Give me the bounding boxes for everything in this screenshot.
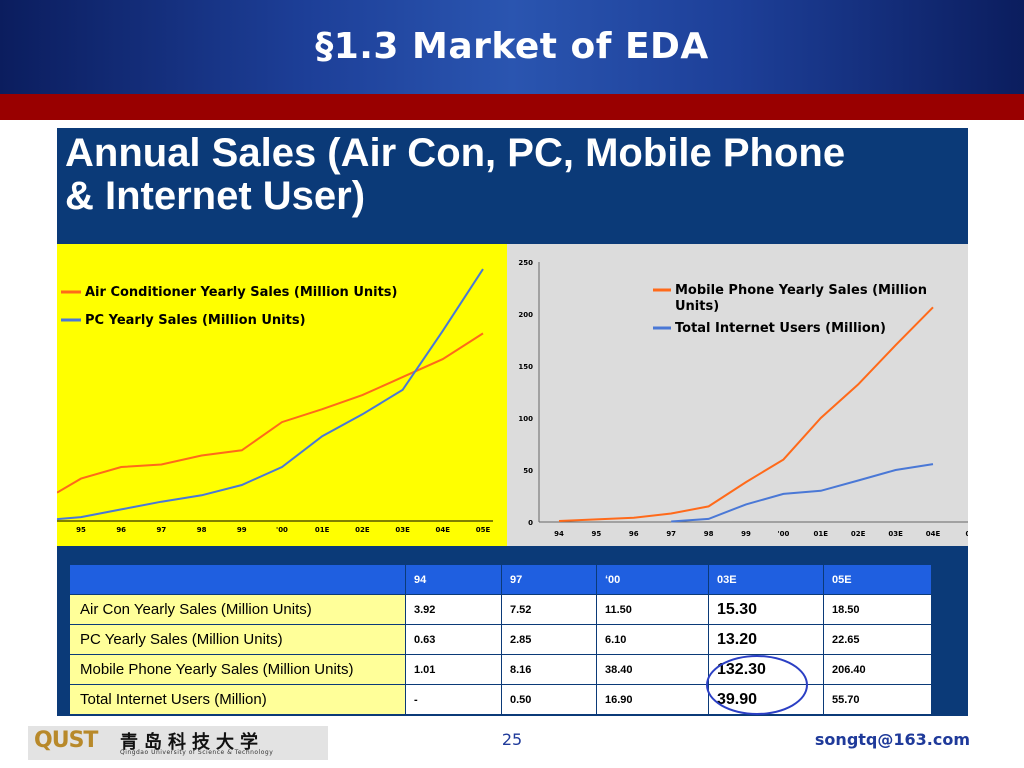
logo-chinese-name: 青岛科技大学	[120, 732, 264, 753]
legend-label: PC Yearly Sales (Million Units)	[85, 313, 306, 328]
table-cell: 206.40	[823, 654, 932, 685]
table-header-cell: 05E	[823, 564, 932, 595]
table-cell: 8.16	[501, 654, 597, 685]
x-tick-label: 02E	[851, 530, 866, 538]
x-tick-label: 99	[237, 526, 247, 534]
sales-table: 94 97 ‘00 03E 05E Air Con Yearly Sales (…	[69, 564, 932, 715]
table-cell: 3.92	[405, 594, 502, 625]
x-tick-label: 05	[966, 530, 968, 538]
x-tick-label: '00	[777, 530, 789, 538]
x-tick-label: 04E	[436, 526, 451, 534]
table-cell: 7.52	[501, 594, 597, 625]
table-cell: 11.50	[596, 594, 709, 625]
slide-title: §1.3 Market of EDA	[315, 26, 709, 67]
chart-aircon-pc: 95 96 97 98 99 '00 01E 02E 03E 04E 05E Air Conditio…	[57, 244, 507, 546]
x-tick-label: '00	[276, 526, 288, 534]
series-line	[57, 268, 484, 521]
x-tick-label: 03E	[888, 530, 903, 538]
x-tick-label: 05E	[476, 526, 491, 534]
series-line	[671, 463, 934, 523]
y-tick-label: 250	[518, 259, 533, 267]
panel-title-line1: Annual Sales (Air Con, PC, Mobile Phone	[65, 131, 846, 175]
y-tick-label: 100	[518, 415, 533, 423]
y-tick-label: 50	[523, 467, 533, 475]
legend-label: Total Internet Users (Million)	[675, 321, 886, 336]
table-header-cell: 94	[405, 564, 502, 595]
header-bar: §1.3 Market of EDA	[0, 0, 1024, 94]
x-tick-label: 96	[629, 530, 639, 538]
table-cell: 15.30	[708, 594, 824, 625]
x-tick-label: 94	[554, 530, 564, 538]
x-tick-label: 01E	[315, 526, 330, 534]
table-header-cell: 03E	[708, 564, 824, 595]
table-row: PC Yearly Sales (Million Units) 0.63 2.8…	[69, 624, 932, 655]
accent-band	[0, 94, 1024, 120]
x-tick-label: 03E	[395, 526, 410, 534]
row-label: Air Con Yearly Sales (Million Units)	[69, 594, 406, 625]
x-tick-label: 96	[116, 526, 126, 534]
table-cell: 0.50	[501, 684, 597, 715]
y-tick-label: 200	[518, 311, 533, 319]
table-header-cell: ‘00	[596, 564, 709, 595]
logo-mark: QUST	[34, 728, 98, 753]
table-header-row: 94 97 ‘00 03E 05E	[69, 564, 932, 595]
panel-title-line2: & Internet User)	[65, 174, 366, 218]
table-cell: 16.90	[596, 684, 709, 715]
x-tick-label: 97	[666, 530, 676, 538]
row-label: PC Yearly Sales (Million Units)	[69, 624, 406, 655]
table-corner-cell	[69, 564, 406, 595]
table-cell: -	[405, 684, 502, 715]
legend-label: Units)	[675, 299, 719, 314]
logo-english-name: Qingdao University of Science & Technolo…	[120, 749, 274, 756]
x-tick-label: 97	[157, 526, 167, 534]
x-tick-label: 02E	[355, 526, 370, 534]
table-cell: 22.65	[823, 624, 932, 655]
legend-label: Air Conditioner Yearly Sales (Million Un…	[85, 285, 397, 300]
x-tick-label: 98	[197, 526, 207, 534]
x-tick-label: 98	[704, 530, 714, 538]
y-tick-label: 0	[528, 519, 533, 527]
x-tick-label: 95	[76, 526, 86, 534]
table-row: Air Con Yearly Sales (Million Units) 3.9…	[69, 594, 932, 625]
page-number: 25	[501, 730, 523, 749]
table-cell: 38.40	[596, 654, 709, 685]
highlight-circle	[706, 655, 808, 715]
row-label: Total Internet Users (Million)	[69, 684, 406, 715]
series-line	[558, 306, 934, 522]
row-label: Mobile Phone Yearly Sales (Million Units…	[69, 654, 406, 685]
panel-title: Annual Sales (Air Con, PC, Mobile Phone …	[65, 132, 968, 218]
chart-background	[507, 244, 968, 546]
legend-label: Mobile Phone Yearly Sales (Million	[675, 283, 927, 298]
content-panel: Annual Sales (Air Con, PC, Mobile Phone …	[57, 128, 968, 716]
y-tick-label: 150	[518, 363, 533, 371]
x-tick-label: 01E	[814, 530, 829, 538]
table-cell: 13.20	[708, 624, 824, 655]
chart-background	[57, 244, 507, 546]
table-cell: 0.63	[405, 624, 502, 655]
table-row: Total Internet Users (Million) - 0.50 16…	[69, 684, 932, 715]
x-tick-label: 04E	[926, 530, 941, 538]
footer-email: songtq@163.com	[814, 730, 970, 749]
x-tick-label: 99	[741, 530, 751, 538]
series-line	[57, 332, 484, 494]
table-cell: 18.50	[823, 594, 932, 625]
x-tick-label: 95	[592, 530, 602, 538]
university-logo: QUST 青岛科技大学 Qingdao University of Scienc…	[28, 726, 328, 760]
table-cell: 2.85	[501, 624, 597, 655]
table-cell: 1.01	[405, 654, 502, 685]
table-header-cell: 97	[501, 564, 597, 595]
table-cell: 6.10	[596, 624, 709, 655]
table-cell: 55.70	[823, 684, 932, 715]
